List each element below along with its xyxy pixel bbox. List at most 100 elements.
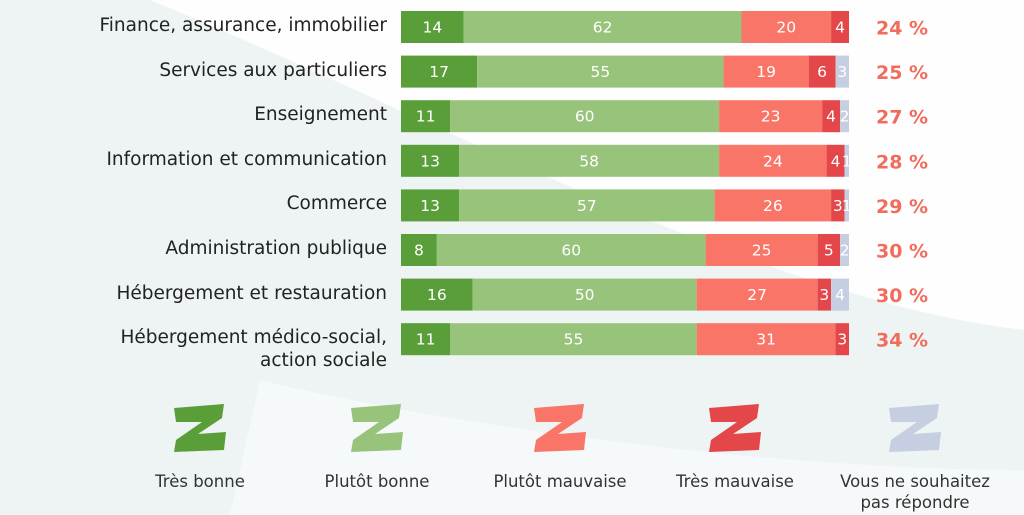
category-label: Hébergement et restauration <box>116 282 387 304</box>
bar-segment <box>477 55 724 88</box>
data-label: 13 <box>420 152 440 170</box>
total-label: 28 % <box>876 151 928 173</box>
data-label: 3 <box>833 197 843 215</box>
data-label: 6 <box>817 63 827 81</box>
category-label: Services aux particuliers <box>159 59 387 81</box>
legend-icon <box>709 404 761 452</box>
data-label: 19 <box>756 63 776 81</box>
data-label: 4 <box>835 19 845 37</box>
bar-segment <box>844 189 849 222</box>
legend-icon <box>889 404 941 452</box>
bar-segment <box>831 11 849 43</box>
bar-segment <box>450 100 720 133</box>
bar-segment <box>401 100 451 133</box>
bar-segment <box>741 11 832 43</box>
bar-segment <box>696 323 836 356</box>
data-label: 55 <box>590 63 610 81</box>
bar-segment <box>719 144 827 177</box>
data-label: 60 <box>575 108 595 126</box>
data-label: 1 <box>842 152 852 170</box>
bar-segment <box>840 100 849 133</box>
bar-segment <box>840 234 849 266</box>
category-label: Information et communication <box>106 148 387 170</box>
data-label: 27 <box>747 286 767 304</box>
bar-segment <box>719 100 823 133</box>
bar-segment <box>401 55 478 88</box>
legend-icon <box>351 404 403 452</box>
bar-segment <box>831 189 845 222</box>
bar-segment <box>401 144 460 177</box>
bar-segment <box>822 100 841 133</box>
legend-label: Plutôt mauvaise <box>493 472 627 491</box>
bar-segment <box>817 278 832 311</box>
total-label: 25 % <box>876 62 928 84</box>
data-label: 11 <box>416 108 436 126</box>
data-label: 3 <box>837 63 847 81</box>
legend-icon <box>534 404 586 452</box>
data-label: 2 <box>840 242 850 260</box>
data-label: 1 <box>842 197 852 215</box>
data-label: 62 <box>593 19 613 37</box>
data-label: 31 <box>756 331 776 349</box>
bar-segment <box>844 144 849 177</box>
category-label: Finance, assurance, immobilier <box>99 15 387 36</box>
data-label: 58 <box>579 152 599 170</box>
data-label: 8 <box>414 242 424 260</box>
total-label: 30 % <box>876 241 928 263</box>
data-label: 20 <box>776 19 796 37</box>
bar-segment <box>459 144 720 177</box>
bar-segment <box>401 323 451 356</box>
data-label: 13 <box>420 197 440 215</box>
data-label: 4 <box>826 108 836 126</box>
data-label: 25 <box>752 242 772 260</box>
data-label: 23 <box>761 108 781 126</box>
category-label: Enseignement <box>254 104 387 126</box>
bar-segment <box>826 144 845 177</box>
legend-label: Plutôt bonne <box>324 472 430 491</box>
bar-segment <box>401 234 437 266</box>
bar-segment <box>401 11 464 43</box>
legend-label: Très mauvaise <box>676 472 794 491</box>
total-label: 30 % <box>876 285 928 307</box>
bar-segment <box>835 55 849 88</box>
total-label: 29 % <box>876 196 928 218</box>
bar-segment <box>463 11 742 43</box>
legend-icon <box>174 404 226 452</box>
data-label: 55 <box>564 331 584 349</box>
data-label: 5 <box>824 242 834 260</box>
data-label: 4 <box>831 152 841 170</box>
data-label: 16 <box>427 286 447 304</box>
data-label: 17 <box>429 63 449 81</box>
bar-segment <box>696 278 818 311</box>
data-label: 60 <box>561 242 581 260</box>
bar-segment <box>831 278 849 311</box>
data-label: 57 <box>577 197 597 215</box>
bar-segment <box>817 234 841 266</box>
bar-segment <box>705 234 818 266</box>
data-label: 50 <box>575 286 595 304</box>
bar-segment <box>436 234 706 266</box>
total-label: 34 % <box>876 330 928 352</box>
bar-segment <box>401 189 460 222</box>
bar-segment <box>472 278 697 311</box>
category-label: Administration publique <box>165 238 387 259</box>
legend-label: Vous ne souhaitez pas répondre <box>840 472 990 512</box>
data-label: 24 <box>763 152 783 170</box>
data-label: 14 <box>422 19 442 37</box>
bar-segment <box>723 55 809 88</box>
bar-segment <box>714 189 832 222</box>
legend-label: Très bonne <box>155 472 245 491</box>
total-label: 27 % <box>876 107 928 129</box>
bar-segment <box>808 55 836 88</box>
bar-segment <box>450 323 697 356</box>
data-label: 2 <box>840 108 850 126</box>
data-label: 4 <box>835 286 845 304</box>
category-label: Commerce <box>286 193 387 215</box>
bar-segment <box>401 278 473 311</box>
background-curve <box>230 380 1024 515</box>
data-label: 26 <box>763 197 783 215</box>
data-label: 11 <box>416 331 436 349</box>
category-label: Hébergement médico-social, action social… <box>120 327 387 372</box>
